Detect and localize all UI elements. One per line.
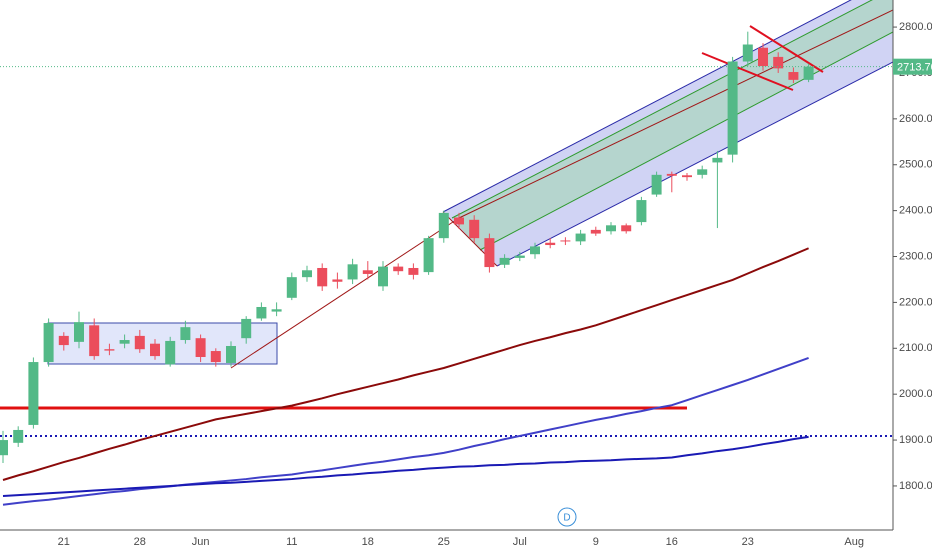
candle-body: [514, 255, 525, 258]
x-tick-label: Jun: [192, 536, 210, 548]
candle-body: [423, 238, 434, 273]
moving-average: [2, 356, 809, 506]
x-tick-label: Aug: [844, 536, 864, 548]
candle-body: [104, 349, 115, 351]
moving-average: [2, 435, 809, 498]
y-tick-label: 2300.00: [899, 250, 932, 262]
pitchfork-line: [451, 0, 873, 219]
last-price-label: 2713.70: [897, 62, 932, 74]
x-tick-label: 16: [666, 536, 678, 548]
candle-body: [241, 318, 252, 339]
candle-body: [773, 56, 784, 69]
trend-line: [701, 52, 794, 91]
pitchfork-top: [442, 0, 852, 213]
x-tick-label: 21: [58, 536, 70, 548]
candle-body: [484, 238, 495, 268]
x-tick-label: 28: [134, 536, 146, 548]
trend-line: [749, 25, 824, 73]
candle-body: [727, 61, 738, 155]
candle-body: [742, 44, 753, 62]
moving-average: [2, 247, 809, 481]
candle-body: [317, 267, 328, 287]
candle-body: [454, 217, 464, 225]
candle-body: [545, 242, 556, 246]
candle-body: [682, 175, 692, 178]
candle-body: [378, 266, 388, 287]
candle-body: [0, 440, 8, 456]
candle-body: [469, 219, 480, 239]
last-price-box: [893, 58, 932, 75]
pitchfork-median: [458, 9, 893, 219]
candle-body: [621, 225, 632, 232]
candle-body: [256, 306, 267, 319]
candle-body: [712, 157, 723, 163]
candle-body: [180, 327, 191, 341]
x-tick-label: 11: [286, 536, 297, 548]
y-tick-label: 2600.00: [899, 113, 932, 125]
candle-body: [590, 229, 601, 234]
x-tick-label: Jul: [513, 536, 527, 548]
marks: [0, 31, 893, 506]
candle-body: [362, 270, 373, 274]
pitchfork-bottom: [496, 61, 893, 267]
candle-body: [803, 66, 814, 80]
candle-body: [530, 246, 540, 255]
candle-body: [347, 264, 358, 280]
candle-body: [636, 200, 647, 223]
y-tick-label: 2100.00: [899, 342, 932, 354]
pitchfork-handle: [230, 217, 460, 369]
candle-body: [758, 47, 768, 67]
candle-body: [286, 277, 297, 298]
candle-body: [408, 267, 419, 275]
candle-body: [74, 322, 84, 342]
interval-badge[interactable]: [557, 507, 577, 527]
range-box: [47, 322, 278, 365]
candle-body: [788, 72, 799, 80]
interval-label[interactable]: D: [563, 513, 570, 524]
candle-body: [165, 340, 176, 365]
candle-body: [43, 323, 54, 363]
candle-body: [226, 345, 236, 363]
candle-body: [119, 340, 130, 344]
axis: 1800.00 1900.00 2000.00 2100.00 2200.00 2300.…: [58, 21, 932, 548]
candle-body: [195, 338, 206, 358]
candle-body: [438, 212, 449, 239]
y-tick-label: 2500.00: [899, 159, 932, 171]
candle-body: [393, 266, 404, 272]
x-tick-label: 9: [593, 536, 599, 548]
y-tick-label: 2200.00: [899, 296, 932, 308]
y-tick-label: 2400.00: [899, 205, 932, 217]
candle-body: [150, 343, 160, 357]
candle-body: [58, 335, 69, 346]
y-tick-label: 1900.00: [899, 434, 932, 446]
x-tick-label: 25: [438, 536, 450, 548]
x-tick-label: 18: [362, 536, 374, 548]
candle-body: [271, 309, 282, 312]
candle-body: [210, 351, 221, 363]
candle-body: [134, 335, 145, 350]
candle-body: [89, 325, 100, 357]
candle-body: [13, 429, 24, 443]
candle-body: [575, 233, 586, 242]
candle-body: [651, 174, 662, 195]
pitchfork-inner: [452, 0, 893, 250]
candle-body: [302, 270, 312, 278]
candle-body: [666, 173, 677, 176]
x-tick-label: 23: [742, 536, 754, 548]
y-tick-label: 2000.00: [899, 388, 932, 400]
candle-body: [332, 279, 343, 282]
candle-body: [606, 225, 616, 232]
y-tick-label: 2800.00: [899, 21, 932, 33]
candle-body: [697, 169, 708, 175]
candle-body: [560, 240, 571, 242]
pitchfork-line: [479, 31, 893, 251]
candle-body: [499, 257, 510, 265]
y-tick-label: 1800.00: [899, 480, 932, 492]
candle-body: [28, 362, 39, 425]
